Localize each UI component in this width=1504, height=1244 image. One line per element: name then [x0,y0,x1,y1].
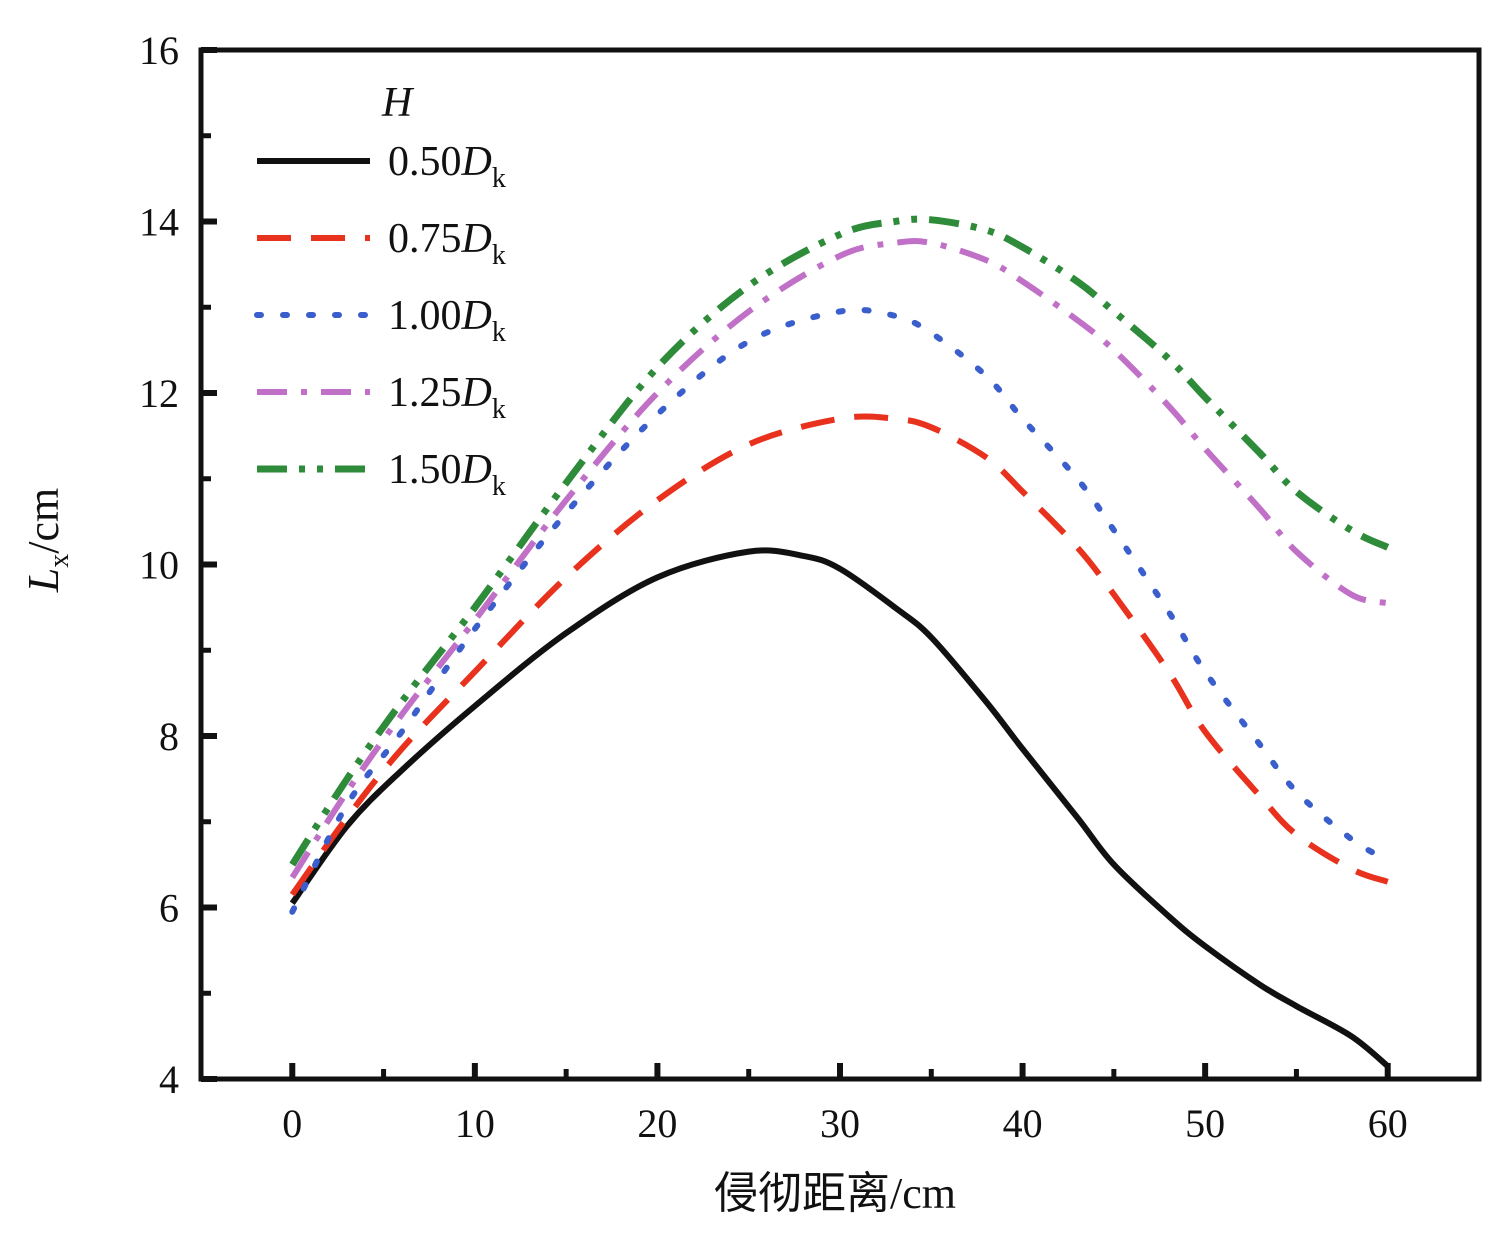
legend-label-5: 1.50Dk [388,447,506,502]
series-line-2 [289,413,1389,897]
y-tick-label: 16 [139,28,179,73]
x-tick-label: 10 [455,1101,495,1146]
x-tick-label: 50 [1185,1101,1225,1146]
y-tick-label: 10 [139,543,179,588]
legend-label-2: 0.75Dk [388,216,506,271]
x-tick-label: 20 [637,1101,677,1146]
y-axis-label-main: L [19,568,68,593]
series-layer [289,215,1391,1069]
legend: H 0.50Dk 0.75Dk 1.00Dk 1.25Dk 1.50Dk [254,80,506,502]
x-axis-label: 侵彻距离/cm [714,1169,956,1218]
plot-frame [198,47,1482,1082]
x-tick-label: 30 [820,1101,860,1146]
y-axis-label-unit: /cm [19,488,68,554]
y-tick-label: 14 [139,200,179,245]
x-tick-label: 60 [1368,1101,1408,1146]
series-line-1 [289,547,1390,1069]
legend-label-3: 1.00Dk [388,293,506,348]
legend-title: H [381,80,415,126]
series-line-5 [289,215,1390,867]
y-tick-label: 4 [159,1057,179,1102]
y-tick-label: 8 [159,714,179,759]
x-tick-label: 40 [1003,1101,1043,1146]
legend-label-4: 1.25Dk [388,370,506,425]
y-tick-label: 6 [159,886,179,931]
series-line-4 [289,238,1389,880]
y-axis-label-sub: x [44,554,75,568]
ticks-layer: 0 10 20 30 40 50 60 4 6 8 10 12 14 16 [139,28,1408,1146]
y-tick-label: 12 [139,371,179,416]
y-axis-label: Lx/cm [19,488,75,593]
legend-label-1: 0.50Dk [388,139,506,194]
x-tick-label: 0 [282,1101,302,1146]
